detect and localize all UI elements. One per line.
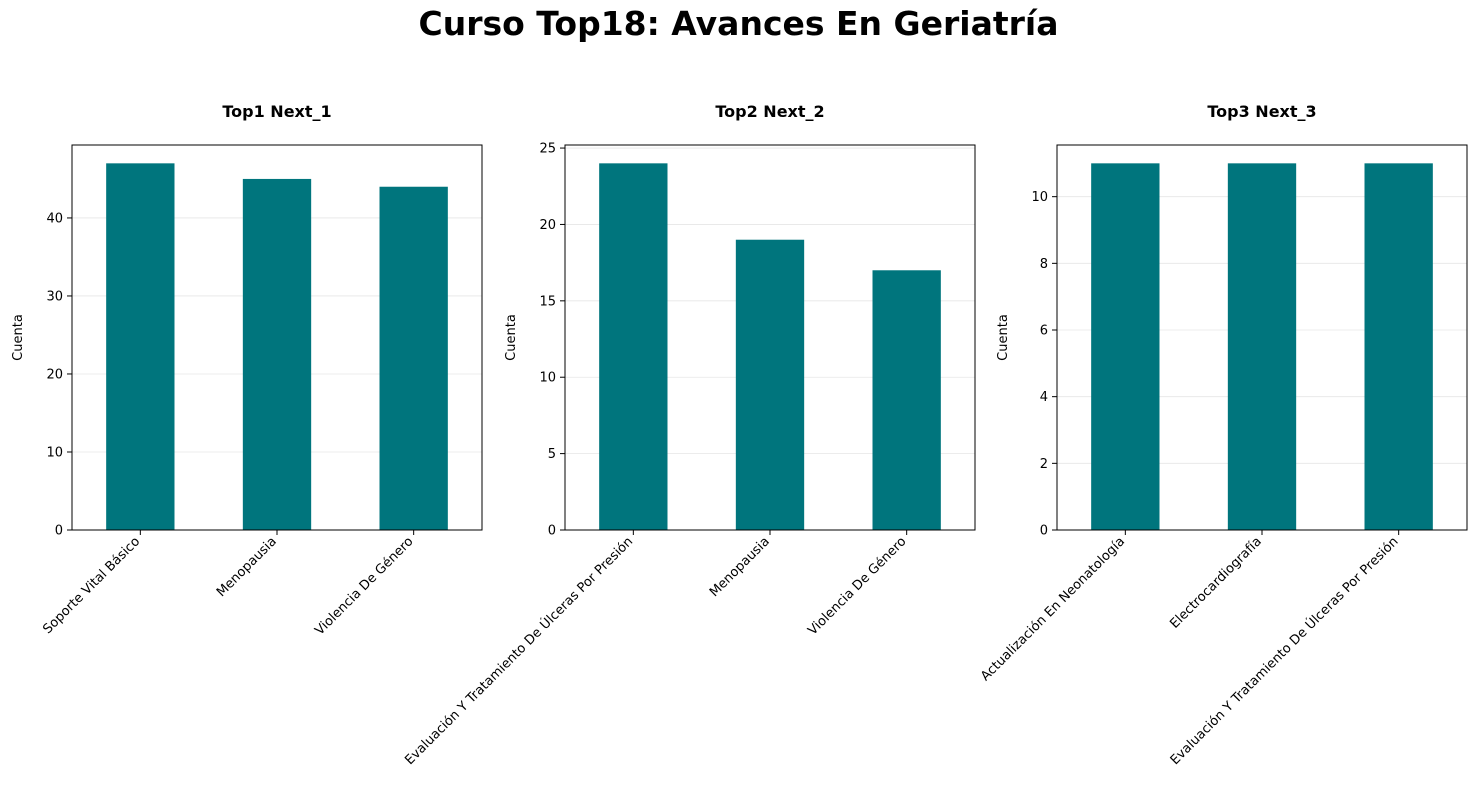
bar	[242, 178, 312, 531]
y-tick-label: 40	[46, 211, 63, 226]
y-tick-label: 4	[1040, 390, 1048, 405]
x-tick-label: Menopausia	[214, 534, 280, 600]
y-tick-label: 20	[539, 218, 556, 233]
y-tick-label: 15	[539, 294, 556, 309]
x-tick-label: Violencia De Género	[312, 534, 416, 638]
y-tick-label: 10	[1031, 190, 1048, 205]
x-tick-label: Evaluación Y Tratamiento De Úlceras Por …	[402, 534, 637, 769]
y-tick-label: 25	[539, 142, 556, 157]
y-tick-label: 10	[46, 445, 63, 460]
chart-title: Top2 Next_2	[715, 102, 824, 121]
bar	[735, 239, 805, 530]
bar	[106, 163, 175, 531]
y-tick-label: 5	[548, 447, 556, 462]
chart-panel-1: 0 10 20 30 40 Soporte Vital Básico Menopausia V…	[11, 102, 483, 638]
bar	[599, 163, 668, 531]
chart-title: Top1 Next_1	[222, 102, 331, 121]
x-tick-label: Evaluación Y Tratamiento De Úlceras Por …	[1167, 534, 1402, 769]
y-tick-label: 6	[1040, 324, 1048, 339]
y-axis-label: Cuenta	[996, 314, 1011, 361]
x-tick-label: Electrocardiografía	[1167, 534, 1264, 631]
bar	[872, 270, 941, 530]
x-tick-label: Violencia De Género	[805, 534, 909, 638]
y-tick-label: 2	[1040, 457, 1048, 472]
bar	[1227, 163, 1297, 531]
bar	[379, 186, 448, 530]
bar	[1364, 163, 1433, 531]
x-tick-label: Soporte Vital Básico	[40, 534, 143, 637]
y-tick-label: 8	[1040, 257, 1048, 272]
y-tick-label: 0	[55, 524, 63, 539]
x-tick-label: Actualización En Neonatología	[978, 534, 1128, 684]
y-tick-label: 30	[46, 289, 63, 304]
y-axis-label: Cuenta	[504, 314, 519, 361]
y-tick-label: 0	[548, 524, 556, 539]
chart-panel-2: 0 5 10 15 20 25 Evaluación Y Tratamiento De Úl…	[402, 102, 976, 769]
chart-panel-3: 0 2 4 6 8 10 Actualización En Neonatología Elec…	[978, 102, 1468, 769]
x-tick-label: Menopausia	[707, 534, 773, 600]
y-tick-label: 20	[46, 367, 63, 382]
y-axis-label: Cuenta	[11, 314, 26, 361]
y-tick-label: 10	[539, 371, 556, 386]
y-tick-label: 0	[1040, 524, 1048, 539]
bar	[1091, 163, 1160, 531]
chart-title: Top3 Next_3	[1207, 102, 1316, 121]
figure-title: Curso Top18: Avances En Geriatría	[418, 4, 1059, 43]
